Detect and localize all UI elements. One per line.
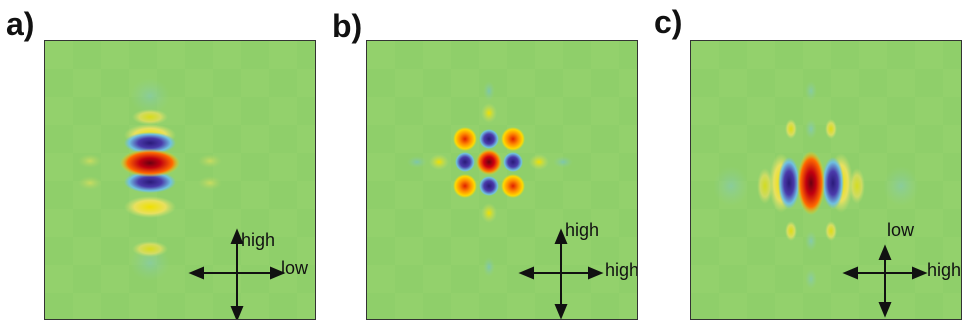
- panel-a-label: a): [6, 6, 35, 42]
- panel-b-vertical-label: high: [565, 220, 600, 240]
- panel-a-vertical-label: high: [241, 230, 276, 250]
- panel-b-axis-cross: [518, 228, 604, 319]
- panel-a-horizontal-label: low: [281, 258, 309, 278]
- panel-c-vertical-label: low: [887, 220, 915, 240]
- panel-a-field: [45, 41, 315, 319]
- panel-a-axis-cross: [188, 228, 286, 319]
- panel-c: low high: [690, 40, 962, 320]
- panel-c-label: c): [654, 4, 683, 40]
- panel-a: high low: [44, 40, 316, 320]
- panel-b: high high: [366, 40, 638, 320]
- panel-c-axis-cross: [842, 244, 928, 318]
- panel-c-horizontal-label: high: [927, 260, 962, 280]
- panel-b-label: b): [332, 8, 363, 44]
- panel-b-horizontal-label: high: [605, 260, 638, 280]
